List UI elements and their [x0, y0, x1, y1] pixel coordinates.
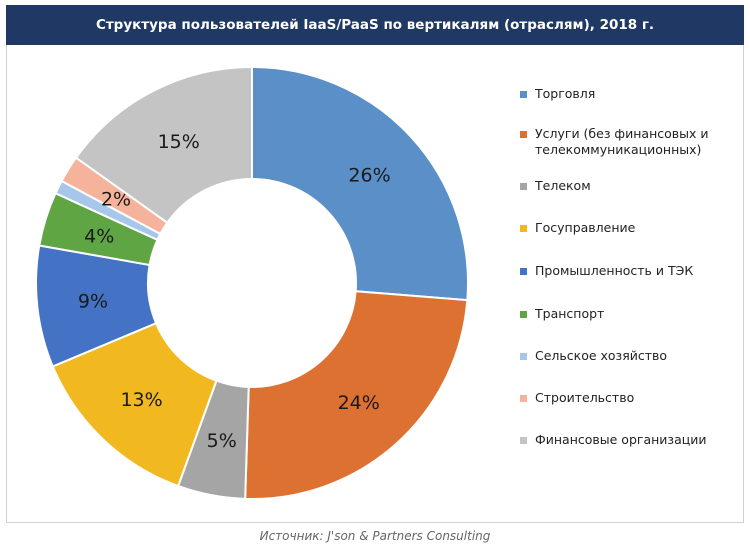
legend-swatch-0 [520, 91, 527, 98]
legend-item-6: Сельское хозяйство [520, 348, 740, 364]
slice-label-7: 2% [101, 189, 131, 211]
legend-swatch-7 [520, 395, 527, 402]
legend-label-4: Промышленность и ТЭК [535, 263, 694, 278]
chart-frame [6, 45, 744, 523]
legend-label-7: Строительство [535, 390, 635, 405]
legend-swatch-4 [520, 268, 527, 275]
legend-item-4: Промышленность и ТЭК [520, 263, 740, 279]
legend-label-2: Телеком [535, 178, 591, 193]
slice-label-5: 4% [84, 225, 114, 247]
slice-label-8: 15% [158, 131, 200, 153]
legend-swatch-3 [520, 225, 527, 232]
legend-label-6: Сельское хозяйство [535, 348, 668, 363]
legend-item-1: Услуги (без финансовых и телекоммуникаци… [520, 126, 740, 158]
slice-1 [244, 290, 469, 500]
legend-label-1: Услуги (без финансовых и телекоммуникаци… [535, 126, 709, 157]
legend-item-7: Строительство [520, 390, 740, 406]
slice-label-1: 24% [338, 392, 380, 414]
legend-swatch-5 [520, 311, 527, 318]
legend-label-0: Торговля [535, 86, 596, 101]
legend-item-3: Госуправление [520, 220, 740, 236]
legend-item-8: Финансовые организации [520, 432, 740, 448]
legend-swatch-1 [520, 131, 527, 138]
legend-swatch-6 [520, 353, 527, 360]
legend-item-0: Торговля [520, 86, 740, 102]
legend-swatch-8 [520, 437, 527, 444]
legend-item-2: Телеком [520, 178, 740, 194]
slice-label-3: 13% [120, 389, 162, 411]
slice-label-4: 9% [78, 291, 108, 313]
source-note: Источник: J'son & Partners Consulting [259, 529, 491, 543]
legend-label-3: Госуправление [535, 220, 636, 235]
legend-label-8: Финансовые организации [535, 432, 707, 447]
legend-swatch-2 [520, 183, 527, 190]
slice-8 [74, 65, 253, 225]
legend-label-5: Транспорт [535, 306, 605, 321]
legend-item-5: Транспорт [520, 306, 740, 322]
slice-label-2: 5% [207, 430, 237, 452]
slice-label-0: 26% [348, 164, 390, 186]
chart-title: Структура пользователей IaaS/PaaS по вер… [6, 5, 744, 45]
slice-0 [251, 65, 469, 302]
